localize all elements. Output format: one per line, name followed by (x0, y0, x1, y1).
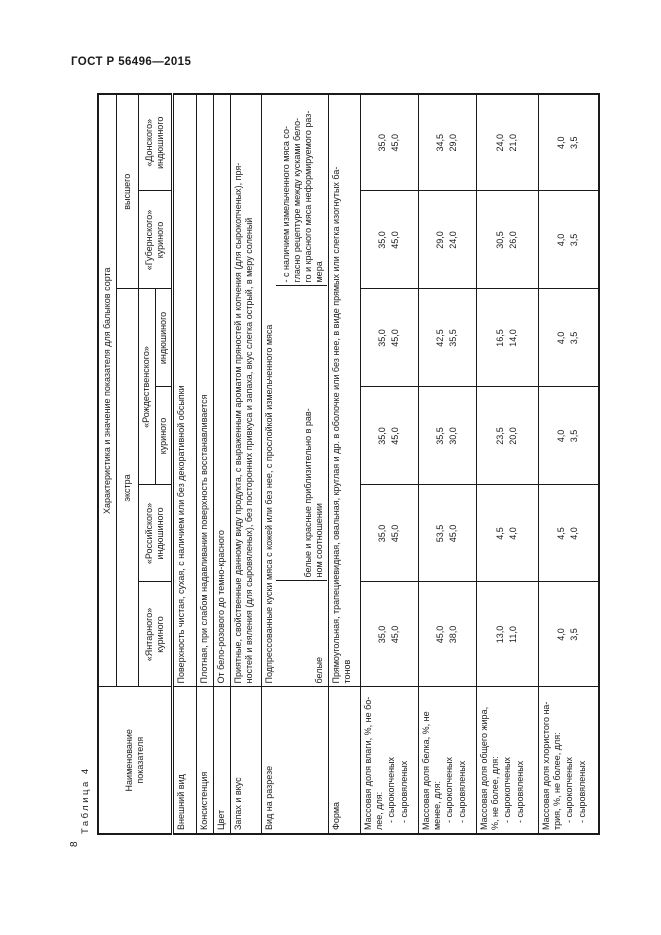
cell-salt-rozhd-indyushinogo: 4,0 3,5 (538, 289, 599, 387)
cell-protein-rossiyskogo: 53,5 45,0 (418, 485, 476, 582)
col-header-product-rossiyskogo: «Российского» индюшиного (138, 485, 172, 582)
row-label: Вид на разрезе (261, 687, 328, 834)
product-name: «Губернского» (143, 209, 154, 271)
cell-moisture-rozhd-kurinogo: 35,0 45,0 (360, 387, 418, 485)
cell-fat-rozhd-indyushinogo: 16,5 14,0 (476, 289, 538, 387)
cell-fat-yantarnogo: 13,0 11,0 (476, 582, 538, 687)
sub-label-smoked: - сырокопченых (443, 756, 454, 823)
cell-protein-donskogo: 34,5 29,0 (418, 94, 476, 191)
sub-label-dried: - сыровяленых (456, 760, 467, 823)
page-number: 8 (69, 841, 80, 847)
table-row-color: Цвет От бело-розового до темно-красного (213, 94, 230, 834)
row-value: От бело-розового до темно-красного (213, 94, 230, 687)
table-row-moisture: Массовая доля влаги, %, не бо- лее, для:… (360, 94, 418, 834)
cell-moisture-rossiyskogo: 35,0 45,0 (360, 485, 418, 582)
row-title: Массовая доля общего жира, %, не более, … (478, 706, 500, 830)
row-title: Массовая доля белка, %, не менее, для: (420, 711, 442, 830)
characteristics-table: Наименование показателя Характеристика и… (97, 93, 600, 835)
table-row-cut-view: Вид на разрезе Подпрессованные куски мяс… (261, 94, 328, 834)
cell-fat-rossiyskogo: 4,5 4,0 (476, 485, 538, 582)
product-name: «Донского» (143, 118, 154, 167)
col-header-product-rozhdestvenskogo: «Рождественского» (138, 289, 155, 485)
col-header-product-donskogo: «Донского» индюшиного (138, 94, 172, 191)
sub-label-smoked: - сырокопченых (385, 756, 396, 823)
row-title: Массовая доля влаги, %, не бо- лее, для: (362, 696, 384, 830)
cell-salt-rossiyskogo: 4,5 4,0 (538, 485, 599, 582)
table-row-smell-taste: Запах и вкус Приятные, свойственные данн… (230, 94, 261, 834)
cell-protein-rozhd-indyushinogo: 42,5 35,5 (418, 289, 476, 387)
cell-protein-yantarnogo: 45,0 38,0 (418, 582, 476, 687)
table-row-appearance: Внешний вид Поверхность чистая, сухая, с… (172, 94, 196, 834)
row-label: Массовая доля хлористого на- трия, %, не… (538, 687, 599, 834)
product-kind: куриного (154, 221, 165, 259)
cut-view-cell-extra-group: белые и красные приблизительно в рав- но… (275, 286, 327, 582)
col-header-grade-highest: высшего (116, 94, 138, 289)
cell-fat-donskogo: 24,0 21,0 (476, 94, 538, 191)
row-label: Внешний вид (172, 687, 196, 834)
row-label: Массовая доля общего жира, %, не более, … (476, 687, 538, 834)
cell-moisture-yantarnogo: 35,0 45,0 (360, 582, 418, 687)
cell-salt-rozhd-kurinogo: 4,0 3,5 (538, 387, 599, 485)
table-row-protein: Массовая доля белка, %, не менее, для: -… (418, 94, 476, 834)
col-header-grade-extra: экстра (116, 289, 138, 687)
sub-label-dried: - сыровяленых (576, 760, 587, 823)
product-name: «Янтарного» (143, 607, 154, 662)
product-kind: индюшиного (154, 116, 165, 169)
row-label: Запах и вкус (230, 687, 261, 834)
sub-label-dried: - сыровяленых (514, 760, 525, 823)
table-row-salt: Массовая доля хлористого на- трия, %, не… (538, 94, 599, 834)
product-name: «Российского» (143, 502, 154, 565)
col-header-product-yantarnogo: «Янтарного» куриного (138, 582, 172, 687)
cell-fat-rozhd-kurinogo: 23,5 20,0 (476, 387, 538, 485)
row-value: Прямоугольная, трапециевидная, овальная,… (328, 94, 360, 687)
table-row-fat: Массовая доля общего жира, %, не более, … (476, 94, 538, 834)
product-kind: куриного (154, 616, 165, 653)
cell-moisture-gubernskogo: 35,0 45,0 (360, 191, 418, 289)
table-row-form: Форма Прямоугольная, трапециевидная, ова… (328, 94, 360, 834)
row-title: Массовая доля хлористого на- трия, %, не… (540, 701, 562, 830)
cut-view-cell-yantarnogo: белые (313, 657, 324, 684)
cut-view-wrap: Подпрессованные куски мяса с кожей или б… (262, 95, 327, 687)
col-header-indicator-name: Наименование показателя (98, 687, 172, 834)
document-standard-number: ГОСТ Р 56496—2015 (71, 56, 192, 68)
sub-label-smoked: - сырокопченых (563, 756, 574, 823)
cell-moisture-rozhd-indyushinogo: 35,0 45,0 (360, 289, 418, 387)
col-header-rozhdestvenskogo-indyushinogo: индюшиного (155, 289, 172, 387)
cut-view-subrow: белые белые и красные приблизительно в р… (275, 95, 327, 687)
cell-fat-gubernskogo: 30,5 26,0 (476, 191, 538, 289)
table-caption: Таблица 4 (80, 766, 91, 834)
product-kind: индюшиного (154, 507, 165, 560)
table-row-consistency: Консистенция Плотная, при слабом надавли… (196, 94, 213, 834)
row-label: Цвет (213, 687, 230, 834)
cell-moisture-donskogo: 35,0 45,0 (360, 94, 418, 191)
cell-salt-donskogo: 4,0 3,5 (538, 94, 599, 191)
sub-label-dried: - сыровяленых (398, 760, 409, 823)
row-value: Приятные, свойственные данному виду прод… (230, 94, 261, 687)
col-header-span-title: Характеристика и значение показателя для… (98, 94, 116, 687)
cell-protein-gubernskogo: 29,0 24,0 (418, 191, 476, 289)
row-value: Плотная, при слабом надавливании поверхн… (196, 94, 213, 687)
cell-salt-gubernskogo: 4,0 3,5 (538, 191, 599, 289)
rotated-table-block: Таблица 4 Наименование показателя Характ… (80, 93, 600, 835)
row-value: Подпрессованные куски мяса с кожей или б… (261, 94, 328, 687)
row-label: Форма (328, 687, 360, 834)
row-label: Консистенция (196, 687, 213, 834)
row-label: Массовая доля белка, %, не менее, для: -… (418, 687, 476, 834)
row-value: Поверхность чистая, сухая, с наличием ил… (172, 94, 196, 687)
cell-salt-yantarnogo: 4,0 3,5 (538, 582, 599, 687)
sub-label-smoked: - сырокопченых (501, 756, 512, 823)
col-header-product-gubernskogo: «Губернского» куриного (138, 191, 172, 289)
cell-protein-rozhd-kurinogo: 35,5 30,0 (418, 387, 476, 485)
cut-view-cell-highest-group: - с наличием измельченного мяса со- глас… (275, 95, 327, 287)
cut-view-intro: Подпрессованные куски мяса с кожей или б… (263, 324, 274, 684)
col-header-rozhdestvenskogo-kurinogo: куриного (155, 387, 172, 485)
row-label: Массовая доля влаги, %, не бо- лее, для:… (360, 687, 418, 834)
